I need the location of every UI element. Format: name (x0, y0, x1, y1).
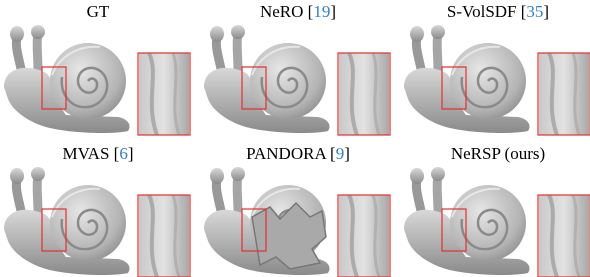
panel-title: GT (0, 2, 196, 22)
panel: NeRSP (ours) (400, 142, 590, 277)
panel: S-VolSDF [35] (400, 0, 590, 138)
figure: GTNeRO [19]S-VolSDF [35]MVAS [6]PANDORA … (0, 0, 590, 277)
title-text: MVAS [ (62, 144, 119, 163)
panel: GT (0, 0, 196, 138)
panel-image (200, 167, 396, 277)
snail-render (404, 25, 530, 133)
zoom-crop (539, 195, 589, 277)
snail-render (4, 167, 130, 275)
title-text: ] (330, 2, 336, 21)
title-text: ] (128, 144, 134, 163)
title-text: ] (543, 2, 549, 21)
panel-title: S-VolSDF [35] (400, 2, 590, 22)
zoom-crop (339, 195, 389, 277)
zoom-crop (139, 195, 189, 277)
citation: 6 (119, 144, 128, 163)
zoom-crop (139, 53, 189, 135)
zoom-crop (539, 53, 589, 135)
title-text: PANDORA [ (246, 144, 336, 163)
panel: MVAS [6] (0, 142, 196, 277)
citation: 35 (526, 2, 543, 21)
panel-image (200, 25, 396, 137)
snail-render (4, 25, 130, 133)
panel-image (400, 25, 590, 137)
panel-image (0, 25, 196, 137)
zoom-crop (339, 53, 389, 135)
title-text: S-VolSDF [ (447, 2, 527, 21)
title-text: NeRSP (ours) (451, 144, 545, 163)
title-text: ] (344, 144, 350, 163)
title-text: NeRO [ (260, 2, 313, 21)
panel-title: NeRO [19] (200, 2, 396, 22)
panel-title: MVAS [6] (0, 144, 196, 164)
panel-image (0, 167, 196, 277)
panel-title: PANDORA [9] (200, 144, 396, 164)
panel-image (400, 167, 590, 277)
panel: NeRO [19] (200, 0, 396, 138)
citation: 19 (313, 2, 330, 21)
title-text: GT (87, 2, 110, 21)
panel: PANDORA [9] (200, 142, 396, 277)
snail-render (404, 167, 530, 275)
panel-title: NeRSP (ours) (400, 144, 590, 164)
citation: 9 (336, 144, 345, 163)
snail-render (204, 25, 330, 133)
